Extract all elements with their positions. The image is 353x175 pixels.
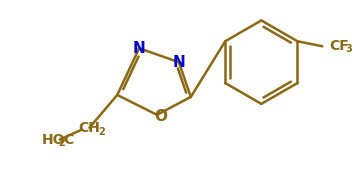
Text: 2: 2 bbox=[59, 138, 65, 148]
Text: C: C bbox=[64, 133, 74, 147]
Text: CH: CH bbox=[78, 121, 100, 135]
Text: N: N bbox=[173, 55, 185, 70]
Text: 2: 2 bbox=[98, 127, 105, 137]
Text: 3: 3 bbox=[345, 44, 352, 54]
Text: HO: HO bbox=[42, 133, 65, 147]
Text: O: O bbox=[155, 109, 167, 124]
Text: CF: CF bbox=[329, 39, 349, 53]
Text: N: N bbox=[133, 41, 145, 56]
